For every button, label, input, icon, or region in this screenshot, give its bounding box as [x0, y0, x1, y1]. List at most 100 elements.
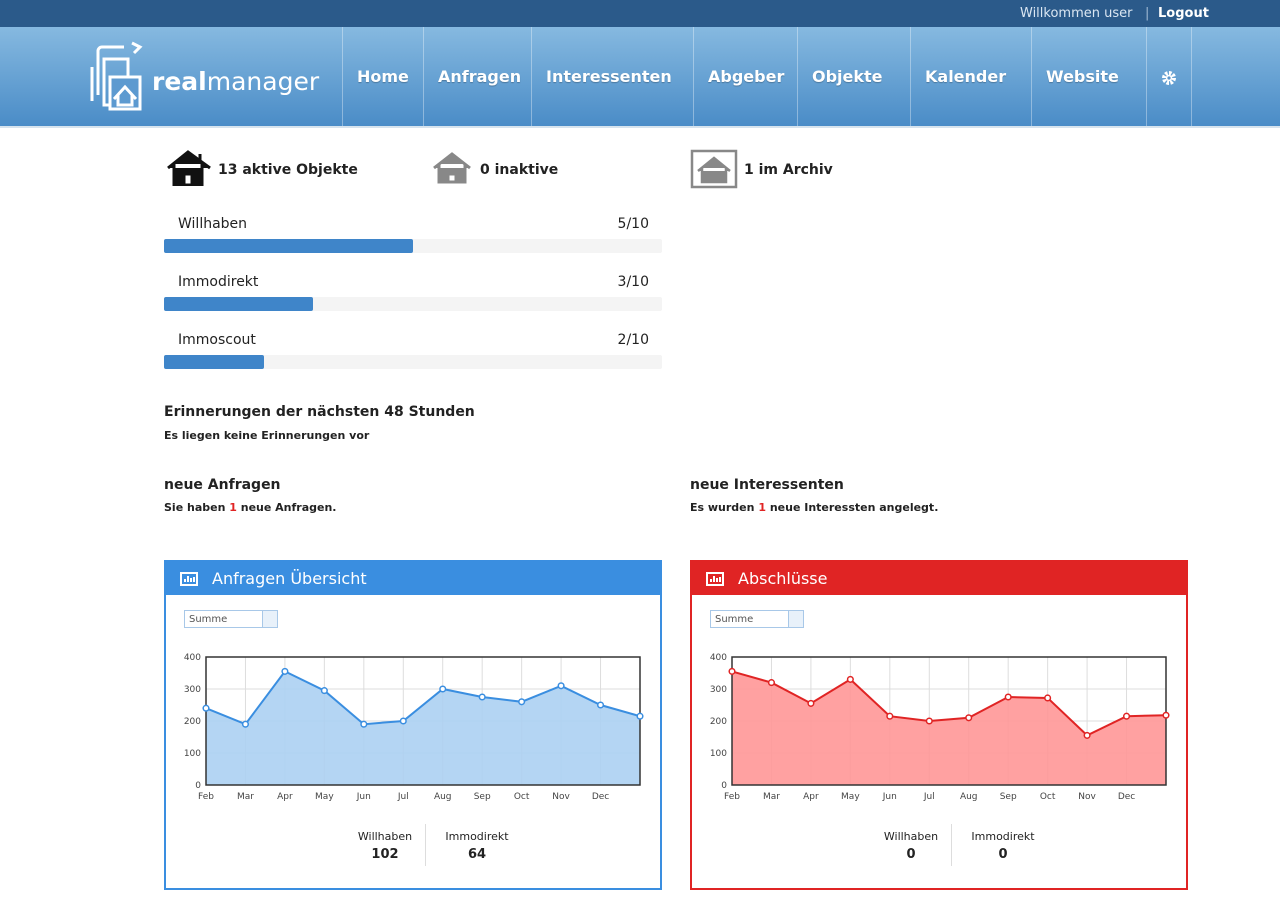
stat-label: Immodirekt [971, 830, 1035, 843]
portal-label: 3/10 [617, 274, 649, 290]
chart: 0 100 200 300 400 Feb Mar Apr May Jun Jul Aug Sep Oct… [710, 653, 1170, 802]
x-tick-label: May [315, 792, 334, 802]
x-tick-label: Nov [1078, 792, 1096, 802]
x-tick-label: Aug [434, 792, 452, 802]
count: 1 [758, 501, 766, 514]
point [399, 717, 407, 725]
icon-bars [710, 576, 721, 582]
logout[interactable]: Logout [1158, 6, 1209, 21]
portal-name: Willhaben [178, 216, 248, 232]
line [205, 670, 641, 726]
x-tick-label: Jul [397, 792, 409, 802]
portal-name: Immoscout [178, 332, 256, 348]
point [1083, 731, 1091, 739]
point [1162, 711, 1170, 719]
point [478, 693, 486, 701]
progress-bar [164, 297, 314, 311]
panel-header: Anfragen Übersicht [166, 562, 660, 595]
requests-title: neue Anfragen [164, 477, 281, 493]
x-tick-label: Mar [763, 792, 780, 802]
x-tick-label: Jul [923, 792, 935, 802]
y-tick-label: 200 [710, 717, 727, 727]
point [241, 720, 250, 728]
y-tick-label: 100 [710, 749, 727, 759]
panel-title: Abschlüsse [738, 569, 828, 588]
summary: 1 im Archiv [744, 162, 833, 178]
y-tick-label: 0 [721, 781, 727, 791]
archive-icon [690, 149, 738, 189]
y-tick-label: 400 [710, 653, 727, 663]
nav-item[interactable]: Kalender [910, 27, 1031, 180]
nav-label: Anfragen [438, 67, 522, 86]
select[interactable]: Summe [710, 610, 804, 628]
stat-value: 64 [467, 847, 487, 862]
x-tick-label: Jun [882, 792, 897, 802]
prospects-text: Es wurden 1 neue Interessten angelegt. [690, 501, 938, 514]
count: 1 [229, 501, 237, 514]
point [596, 701, 605, 709]
nav-item[interactable]: Objekte [797, 27, 910, 180]
text: Sie haben [164, 501, 226, 514]
point [202, 704, 210, 712]
progress-track [164, 297, 662, 311]
portal-label: 2/10 [617, 332, 649, 348]
plot-frame [205, 656, 641, 786]
icon-bars [184, 576, 195, 582]
nav-item[interactable]: Interessenten [531, 27, 693, 180]
select[interactable]: Summe [184, 610, 278, 628]
reminders-title: Erinnerungen der nächsten 48 Stunden [164, 404, 475, 420]
point [728, 667, 736, 675]
nav-label: Website [1046, 67, 1119, 86]
point [925, 717, 933, 725]
point [1004, 693, 1012, 701]
nav-item[interactable]: Abgeber [693, 27, 797, 126]
point [807, 699, 815, 707]
x-tick-label: Apr [277, 792, 293, 802]
chart-icon [180, 572, 198, 586]
y-tick-label: 400 [184, 653, 201, 663]
stat-label: Willhaben [883, 830, 939, 843]
icon-frame [180, 572, 198, 586]
stat-label: Immodirekt [445, 830, 509, 843]
point [320, 687, 328, 695]
x-tick-label: Dec [1118, 792, 1135, 802]
chart-panel: Abschlüsse Summe 0 100 200 300 400 Feb Mar Apr May… [690, 560, 1188, 890]
point [439, 685, 447, 693]
chart-icon [706, 572, 724, 586]
x-tick-label: Jun [356, 792, 371, 802]
chart-panel: Anfragen Übersicht Summe 0 100 200 300 400 Feb M… [164, 560, 662, 890]
point [281, 667, 289, 675]
nav-bar: realmanager Home Anfragen Interessenten … [0, 27, 1280, 180]
nav-item[interactable]: Website [1031, 27, 1146, 180]
nav-label: Interessenten [546, 67, 672, 86]
text: neue Interessten angelegt. [769, 501, 939, 514]
y-tick-label: 0 [195, 781, 201, 791]
divider: | [1145, 6, 1150, 21]
nav-item[interactable]: Home [342, 27, 423, 126]
plot-frame [731, 656, 1167, 786]
stat-divider [425, 824, 426, 866]
progress-bar [164, 239, 413, 253]
text: Es wurden [690, 501, 755, 514]
progress-bar [164, 355, 264, 369]
nav-item[interactable]: Anfragen [423, 27, 531, 126]
icon-frame [706, 572, 724, 586]
logo-icon [90, 41, 143, 111]
text: neue Anfragen. [240, 501, 337, 514]
progress-track [164, 355, 662, 369]
house-icon [433, 152, 471, 184]
x-tick-label: Feb [198, 792, 214, 802]
progress-track [164, 239, 662, 253]
area [206, 671, 640, 785]
x-tick-label: Oct [514, 792, 530, 802]
reminders-text: Es liegen keine Erinnerungen vor [164, 429, 370, 442]
point [965, 714, 973, 722]
point [886, 712, 894, 720]
settings[interactable] [1146, 27, 1192, 126]
nav-label: Home [357, 67, 409, 86]
point [360, 720, 368, 728]
point [1122, 712, 1131, 720]
x-tick-label: Dec [592, 792, 609, 802]
prospects-title: neue Interessenten [690, 477, 844, 493]
